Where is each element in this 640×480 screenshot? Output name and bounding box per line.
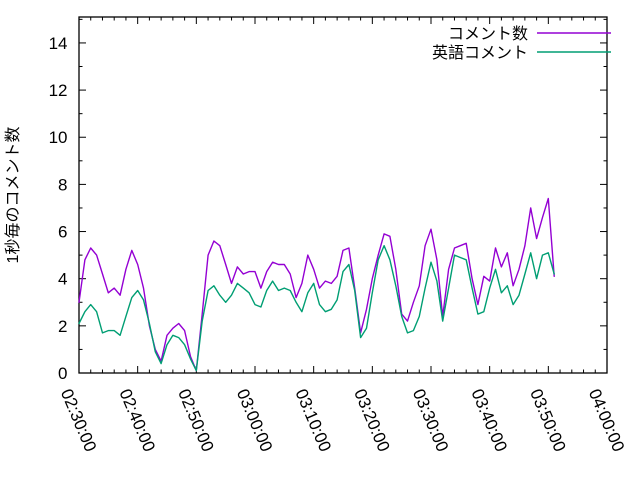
x-tick-label: 03:20:00 bbox=[350, 386, 393, 454]
x-tick-label: 02:50:00 bbox=[174, 386, 217, 454]
x-tick-label: 03:00:00 bbox=[233, 386, 276, 454]
series-line-0 bbox=[78, 197, 555, 372]
series-line-1 bbox=[78, 244, 555, 372]
x-tick-label: 02:30:00 bbox=[57, 386, 100, 454]
x-axis-tick-labels: 02:30:00 02:40:00 02:50:00 03:00:00 03:10:00… bbox=[57, 386, 628, 454]
x-tick-label: 04:00:00 bbox=[585, 386, 628, 454]
x-tick-label: 03:30:00 bbox=[409, 386, 452, 454]
y-axis-tick-labels: 0 2 4 6 8 10 12 14 bbox=[49, 34, 68, 383]
axis-ticks bbox=[78, 17, 608, 374]
y-tick-label: 2 bbox=[58, 317, 67, 336]
x-tick-label: 03:50:00 bbox=[526, 386, 569, 454]
legend-label-comment-count: コメント数 bbox=[448, 25, 528, 43]
y-tick-label: 12 bbox=[49, 81, 68, 100]
legend-label-english-comments: 英語コメント bbox=[432, 44, 528, 62]
x-tick-label: 02:40:00 bbox=[115, 386, 158, 454]
y-tick-label: 6 bbox=[58, 223, 67, 242]
y-tick-label: 0 bbox=[58, 364, 67, 383]
plot-border bbox=[78, 16, 608, 374]
x-tick-label: 03:10:00 bbox=[291, 386, 334, 454]
y-tick-label: 4 bbox=[58, 270, 67, 289]
y-axis-title: 1秒毎のコメント数 bbox=[4, 127, 22, 264]
legend: コメント数 英語コメント bbox=[432, 25, 611, 62]
y-tick-label: 10 bbox=[49, 128, 68, 147]
data-series bbox=[78, 197, 555, 372]
x-tick-label: 03:40:00 bbox=[467, 386, 510, 454]
y-tick-label: 8 bbox=[58, 175, 67, 194]
y-tick-label: 14 bbox=[49, 34, 68, 53]
